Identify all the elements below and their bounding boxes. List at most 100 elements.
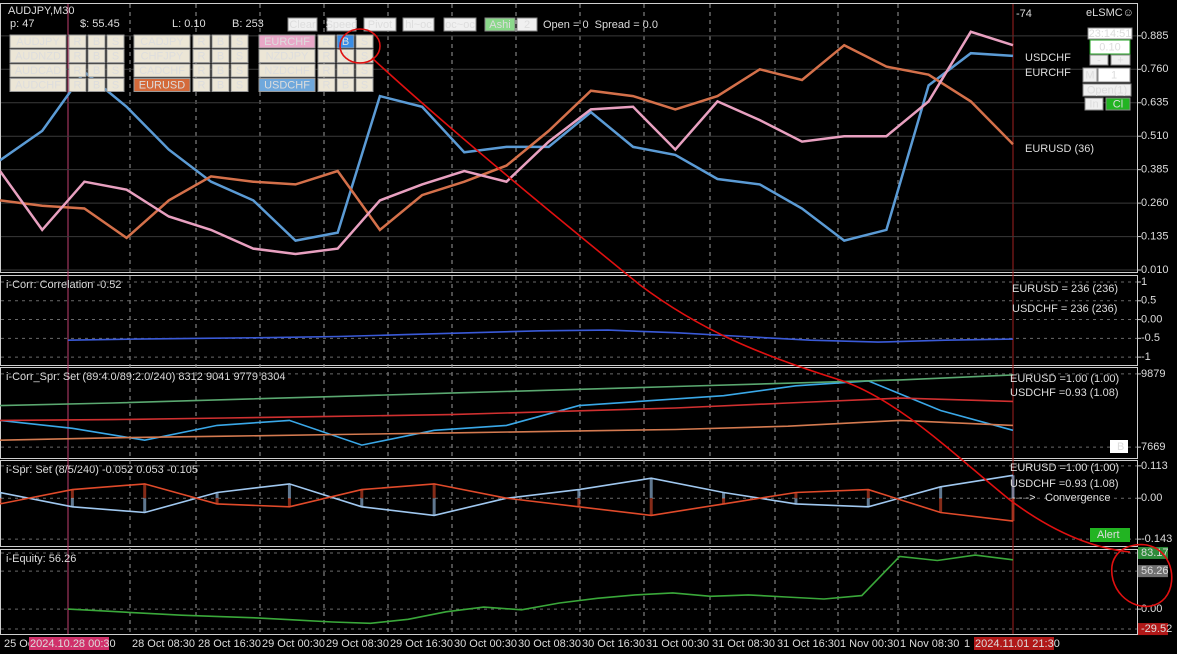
toolbar-label[interactable]: Speed <box>326 19 358 31</box>
symbol-action-label[interactable]: R <box>74 36 82 48</box>
symbol-action-label[interactable]: S <box>361 65 368 77</box>
symbol-label[interactable]: CADJPY <box>140 36 184 48</box>
symbol-action-label[interactable]: B <box>217 65 224 77</box>
trade-control[interactable] <box>1089 39 1131 55</box>
symbol-action-label[interactable]: S <box>236 36 243 48</box>
trade-control-label[interactable]: + <box>1117 54 1123 66</box>
symbol-action-label[interactable]: R <box>323 50 331 62</box>
symbol-label[interactable]: CHFJPY <box>141 50 184 62</box>
symbol-button[interactable] <box>133 49 191 63</box>
symbol-action-label[interactable]: S <box>112 65 119 77</box>
symbol-action[interactable] <box>192 34 211 49</box>
symbol-action-label[interactable]: B <box>217 36 224 48</box>
trade-control-label[interactable]: 1 <box>1111 69 1117 81</box>
symbol-button[interactable] <box>258 78 316 92</box>
symbol-button[interactable] <box>9 63 67 78</box>
toolbar-label[interactable]: hl~oc <box>405 19 432 31</box>
symbol-action-label[interactable]: R <box>323 79 331 91</box>
symbol-button[interactable] <box>258 49 316 63</box>
symbol-action-label[interactable]: R <box>198 36 206 48</box>
symbol-button[interactable] <box>9 34 67 49</box>
symbol-action-label[interactable]: S <box>112 50 119 62</box>
toolbar-label[interactable]: 2 <box>524 19 530 31</box>
symbol-action[interactable] <box>336 63 355 78</box>
toolbar-button[interactable] <box>484 17 516 32</box>
symbol-action-label[interactable]: S <box>236 65 243 77</box>
symbol-action[interactable] <box>192 49 211 63</box>
trade-control-label[interactable]: M <box>1085 69 1094 81</box>
symbol-action[interactable] <box>87 34 106 49</box>
toolbar-label[interactable]: Ashi <box>489 19 510 31</box>
symbol-action-label[interactable]: S <box>361 50 368 62</box>
toolbar-label[interactable]: oc~oc <box>445 19 475 31</box>
symbol-action-label[interactable]: R <box>74 65 82 77</box>
symbol-action-label[interactable]: B <box>342 65 349 77</box>
symbol-action[interactable] <box>106 78 125 92</box>
symbol-action-label[interactable]: B <box>217 79 224 91</box>
symbol-action-label[interactable]: R <box>74 79 82 91</box>
symbol-action[interactable] <box>317 34 336 49</box>
trade-control[interactable] <box>1105 97 1131 111</box>
symbol-action[interactable] <box>230 63 249 78</box>
symbol-button[interactable] <box>133 78 191 92</box>
symbol-action[interactable] <box>68 63 87 78</box>
symbol-label[interactable]: AUDNZD <box>15 50 61 62</box>
toolbar-label[interactable]: Pivot <box>368 19 392 31</box>
symbol-button[interactable] <box>9 78 67 92</box>
toolbar-button[interactable] <box>443 17 477 32</box>
symbol-button[interactable] <box>258 34 316 49</box>
trade-control-label[interactable]: - <box>1097 54 1101 66</box>
symbol-label[interactable]: AUDCHF <box>15 79 61 91</box>
symbol-action[interactable] <box>230 34 249 49</box>
symbol-action[interactable] <box>211 78 230 92</box>
symbol-action[interactable] <box>87 78 106 92</box>
symbol-action-label[interactable]: S <box>361 79 368 91</box>
symbol-label[interactable]: EURUSD <box>139 79 186 91</box>
trade-control-label[interactable]: 0.10 <box>1099 41 1120 53</box>
symbol-action-label[interactable]: R <box>198 65 206 77</box>
symbol-action[interactable] <box>68 49 87 63</box>
trade-control-label[interactable]: Cl <box>1113 98 1123 110</box>
symbol-action[interactable] <box>317 49 336 63</box>
panel-label[interactable]: Alert <box>1097 529 1120 541</box>
symbol-label[interactable]: AUDCAD <box>15 65 62 77</box>
panel-label[interactable]: B <box>1117 441 1124 453</box>
trade-control[interactable] <box>1084 97 1104 111</box>
trade-control[interactable] <box>1082 67 1098 83</box>
symbol-action-label[interactable]: R <box>74 50 82 62</box>
symbol-label[interactable]: EURCHF <box>264 36 310 48</box>
symbol-action[interactable] <box>87 63 106 78</box>
symbol-action[interactable] <box>106 63 125 78</box>
symbol-action[interactable] <box>106 34 125 49</box>
toolbar-button[interactable] <box>326 17 357 32</box>
trade-control[interactable] <box>1110 54 1131 66</box>
toolbar-button[interactable] <box>402 17 435 32</box>
symbol-action-label[interactable]: S <box>112 79 119 91</box>
symbol-action-label[interactable]: S <box>236 50 243 62</box>
symbol-action[interactable] <box>355 78 374 92</box>
symbol-action-label[interactable]: B <box>93 79 100 91</box>
symbol-label[interactable]: NZDCHF <box>264 65 309 77</box>
symbol-label[interactable]: NZDJPY <box>266 50 309 62</box>
symbol-action[interactable] <box>317 78 336 92</box>
symbol-action[interactable] <box>192 78 211 92</box>
toolbar-button[interactable] <box>363 17 397 32</box>
symbol-action[interactable] <box>211 63 230 78</box>
symbol-action[interactable] <box>192 63 211 78</box>
symbol-action[interactable] <box>355 34 374 49</box>
symbol-action[interactable] <box>87 49 106 63</box>
trade-control-label[interactable]: In <box>1089 98 1098 110</box>
symbol-label[interactable]: AUDJPY <box>16 36 60 48</box>
symbol-label[interactable]: CADCHF <box>139 65 185 77</box>
symbol-button[interactable] <box>9 49 67 63</box>
symbol-action[interactable] <box>355 63 374 78</box>
symbol-action-label[interactable]: B <box>217 50 224 62</box>
trade-control[interactable] <box>1082 83 1132 97</box>
symbol-action-label[interactable]: S <box>236 79 243 91</box>
toolbar-button[interactable] <box>516 17 538 32</box>
symbol-action[interactable] <box>211 34 230 49</box>
symbol-action[interactable] <box>106 49 125 63</box>
trade-control[interactable] <box>1097 67 1131 83</box>
symbol-action[interactable] <box>317 63 336 78</box>
trade-control-label[interactable]: Open(1) <box>1087 84 1127 96</box>
